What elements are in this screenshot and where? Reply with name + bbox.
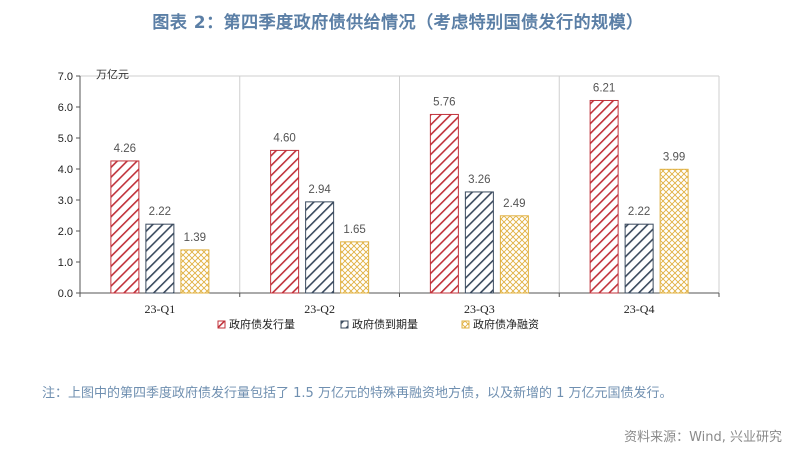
- bar-maturity: [305, 201, 335, 294]
- bar-issuance: [589, 99, 619, 294]
- y-tick-label: 0.0: [58, 288, 73, 300]
- y-axis-unit-label: 万亿元: [96, 68, 129, 81]
- x-tick-label: 23-Q3: [464, 302, 495, 316]
- data-label-net: 1.39: [184, 232, 206, 244]
- data-label-maturity: 2.22: [149, 206, 171, 218]
- legend-label-issuance: 政府债发行量: [229, 317, 295, 331]
- legend: 政府债发行量 政府债到期量 政府债净融资: [217, 317, 539, 331]
- legend-label-net: 政府债净融资: [473, 317, 539, 331]
- bar-issuance: [270, 149, 300, 294]
- bar-issuance: [429, 113, 459, 294]
- y-tick-label: 3.0: [58, 195, 73, 207]
- data-label-issuance: 4.26: [114, 143, 136, 155]
- axes: 0.0 1.0 2.0 3.0 4.0 5.0 6.0 7.0 23-Q1 23-Q2 23-Q3 2…: [58, 68, 720, 316]
- y-tick-label: 7.0: [58, 71, 73, 83]
- source-line: 资料来源：Wind, 兴业研究: [624, 430, 782, 445]
- bar-chart: 0.0 1.0 2.0 3.0 4.0 5.0 6.0 7.0 23-Q1 23-Q2 23-Q3 2…: [58, 68, 720, 331]
- data-label-net: 1.65: [343, 224, 365, 236]
- data-label-maturity: 3.26: [468, 174, 490, 186]
- bar-net: [340, 241, 370, 294]
- y-tick-label: 4.0: [58, 164, 73, 176]
- page-title: 图表 2：第四季度政府债供给情况（考虑特别国债发行的规模）: [152, 13, 644, 33]
- legend-label-maturity: 政府债到期量: [352, 317, 418, 331]
- y-tick-label: 6.0: [58, 102, 73, 114]
- x-tick-label: 23-Q1: [145, 302, 176, 316]
- data-label-maturity: 2.22: [628, 206, 650, 218]
- data-label-net: 2.49: [503, 198, 525, 210]
- bar-issuance: [110, 160, 140, 294]
- bar-maturity: [145, 223, 175, 294]
- data-label-net: 3.99: [663, 151, 685, 163]
- bar-net: [499, 215, 529, 294]
- data-labels: 4.26 2.22 1.39 4.60 2.94 1.65 5.76 3.26 2.49 6.21…: [114, 82, 686, 243]
- bar-maturity: [624, 223, 654, 294]
- bars: [110, 99, 689, 294]
- y-tick-label: 5.0: [58, 133, 73, 145]
- x-tick-label: 23-Q4: [624, 302, 655, 316]
- bar-maturity: [464, 191, 494, 294]
- category-dividers: [80, 75, 720, 293]
- bar-net: [659, 168, 689, 294]
- data-label-maturity: 2.94: [308, 184, 331, 196]
- footnote: 注：上图中的第四季度政府债发行量包括了 1.5 万亿元的特殊再融资地方债，以及新…: [42, 386, 673, 401]
- x-tick-label: 23-Q2: [304, 302, 335, 316]
- data-label-issuance: 5.76: [433, 96, 455, 108]
- y-tick-label: 2.0: [58, 226, 73, 238]
- legend-swatch-net: [461, 320, 470, 329]
- legend-swatch-maturity: [340, 320, 349, 329]
- bar-net: [180, 249, 210, 294]
- data-label-issuance: 6.21: [593, 82, 615, 94]
- legend-swatch-issuance: [217, 320, 226, 329]
- y-tick-label: 1.0: [58, 257, 73, 269]
- data-label-issuance: 4.60: [273, 132, 295, 144]
